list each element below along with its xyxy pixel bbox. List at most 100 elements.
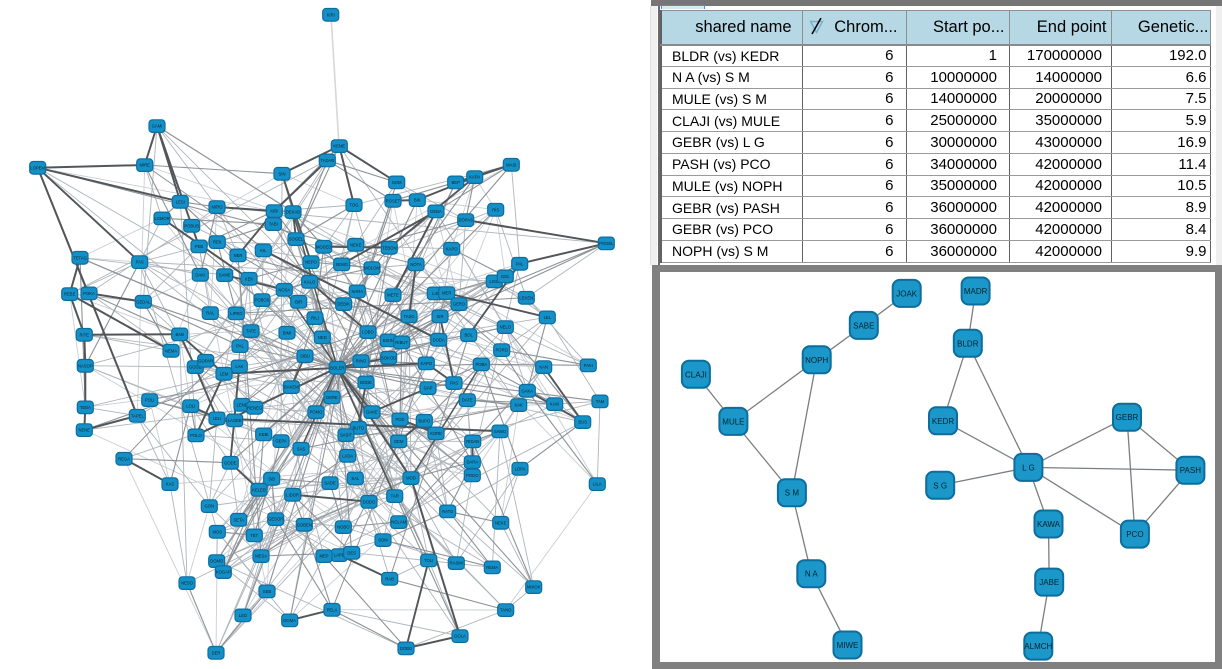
svg-text:KAK: KAK xyxy=(515,403,524,408)
svg-text:TEBON: TEBON xyxy=(382,245,396,250)
svg-text:TABI: TABI xyxy=(269,222,278,227)
svg-text:LED: LED xyxy=(239,613,247,618)
svg-text:KAPO: KAPO xyxy=(420,361,432,366)
svg-text:GON: GON xyxy=(205,504,215,509)
svg-text:KIL: KIL xyxy=(260,248,267,253)
svg-text:SAME: SAME xyxy=(219,273,231,278)
svg-text:SETA: SETA xyxy=(233,517,244,522)
svg-text:ROSET: ROSET xyxy=(386,198,401,203)
svg-text:POBOS: POBOS xyxy=(255,298,270,303)
svg-text:NELO: NELO xyxy=(500,325,512,330)
svg-text:LOLI: LOLI xyxy=(186,404,195,409)
svg-text:RATO: RATO xyxy=(442,509,454,514)
svg-text:GAKA: GAKA xyxy=(521,388,533,393)
svg-text:TAR: TAR xyxy=(391,494,399,499)
svg-text:NOBO: NOBO xyxy=(337,525,350,530)
svg-text:RAL: RAL xyxy=(206,311,215,316)
svg-text:POLO: POLO xyxy=(190,433,202,438)
svg-text:GOPAR: GOPAR xyxy=(198,358,213,363)
svg-text:RIDAB: RIDAB xyxy=(466,439,479,444)
svg-text:MER: MER xyxy=(442,291,451,296)
svg-text:NEPO: NEPO xyxy=(305,260,318,265)
svg-text:LOMOR: LOMOR xyxy=(154,216,169,221)
svg-text:LESI: LESI xyxy=(176,199,185,204)
svg-text:DER: DER xyxy=(212,650,221,655)
svg-text:BUS: BUS xyxy=(578,420,587,425)
svg-text:BIK: BIK xyxy=(414,198,421,203)
svg-text:SOM: SOM xyxy=(378,538,388,543)
svg-text:PAS: PAS xyxy=(450,381,458,386)
svg-text:SABE: SABE xyxy=(853,321,874,330)
svg-text:TOLI: TOLI xyxy=(424,558,433,563)
svg-text:RASIM: RASIM xyxy=(450,561,464,566)
svg-text:BEP: BEP xyxy=(452,180,461,185)
svg-text:TANO: TANO xyxy=(500,608,512,613)
svg-text:KOGAP: KOGAP xyxy=(216,570,231,575)
svg-text:SASIT: SASIT xyxy=(340,433,353,438)
svg-text:REK: REK xyxy=(213,240,222,245)
svg-text:SIBU: SIBU xyxy=(300,354,310,359)
svg-text:SAS: SAS xyxy=(297,446,306,451)
svg-text:LEL: LEL xyxy=(544,315,552,320)
svg-text:N A: N A xyxy=(805,570,819,579)
svg-text:KIBI: KIBI xyxy=(270,209,278,214)
svg-text:BISIN: BISIN xyxy=(383,338,394,343)
svg-text:KELEB: KELEB xyxy=(252,487,266,492)
svg-text:GEPA: GEPA xyxy=(275,439,287,444)
svg-text:GAMI: GAMI xyxy=(152,124,163,129)
svg-text:DOMO: DOMO xyxy=(210,559,224,564)
svg-text:LAGEB: LAGEB xyxy=(228,418,242,423)
svg-text:LEKEN: LEKEN xyxy=(519,295,533,300)
svg-text:SEMO: SEMO xyxy=(336,262,349,267)
svg-text:KEBI: KEBI xyxy=(259,432,269,437)
svg-text:BAKEM: BAKEM xyxy=(284,385,299,390)
svg-text:RENEG: RENEG xyxy=(247,405,262,410)
svg-text:GESOR: GESOR xyxy=(268,517,283,522)
svg-text:MOS: MOS xyxy=(213,529,223,534)
svg-text:BOL: BOL xyxy=(465,333,474,338)
svg-text:LOPEM: LOPEM xyxy=(30,165,45,170)
svg-text:NOSA: NOSA xyxy=(278,287,290,292)
svg-text:NOM: NOM xyxy=(392,180,402,185)
svg-text:GAKE: GAKE xyxy=(366,410,378,415)
svg-text:POMO: POMO xyxy=(310,410,324,415)
svg-text:KAS: KAS xyxy=(166,482,175,487)
svg-text:TADAB: TADAB xyxy=(320,158,334,163)
svg-text:MASI: MASI xyxy=(506,162,516,167)
svg-text:PELA: PELA xyxy=(327,607,338,612)
svg-text:LENE: LENE xyxy=(237,402,248,407)
svg-text:LIDOR: LIDOR xyxy=(286,492,299,497)
svg-text:POLI: POLI xyxy=(145,398,155,403)
svg-text:PASH: PASH xyxy=(1180,466,1201,475)
svg-text:BUPO: BUPO xyxy=(418,418,431,423)
svg-text:MOD: MOD xyxy=(406,476,416,481)
svg-text:POKA: POKA xyxy=(83,291,95,296)
svg-text:BODE: BODE xyxy=(360,380,372,385)
svg-text:KAPO: KAPO xyxy=(446,246,458,251)
svg-text:KEME: KEME xyxy=(333,144,345,149)
svg-text:NEMA: NEMA xyxy=(165,348,177,353)
svg-text:L G: L G xyxy=(1022,463,1035,472)
svg-text:METE: METE xyxy=(387,293,399,298)
svg-text:MIRO: MIRO xyxy=(212,205,224,210)
svg-text:LAPE: LAPE xyxy=(334,553,345,558)
svg-text:NESO: NESO xyxy=(181,581,194,586)
svg-text:MOLOM: MOLOM xyxy=(364,266,380,271)
svg-text:GERO: GERO xyxy=(453,302,466,307)
svg-text:PODO: PODO xyxy=(466,473,479,478)
svg-text:LILA: LILA xyxy=(593,482,602,487)
svg-text:PAL: PAL xyxy=(236,344,244,349)
svg-text:LOBO: LOBO xyxy=(362,330,374,335)
svg-text:RINO: RINO xyxy=(356,359,367,364)
svg-text:NOLAM: NOLAM xyxy=(391,520,406,525)
svg-text:MIWE: MIWE xyxy=(837,641,859,650)
svg-text:KALO: KALO xyxy=(304,279,316,284)
svg-text:NER: NER xyxy=(234,253,243,258)
svg-text:GEM: GEM xyxy=(394,439,404,444)
svg-text:LADA: LADA xyxy=(342,453,353,458)
svg-text:SOKOD: SOKOD xyxy=(381,355,396,360)
svg-text:KAN: KAN xyxy=(539,365,548,370)
svg-text:DOBO: DOBO xyxy=(400,646,413,651)
svg-text:BAB: BAB xyxy=(176,332,185,337)
svg-text:BLDR: BLDR xyxy=(957,339,979,348)
